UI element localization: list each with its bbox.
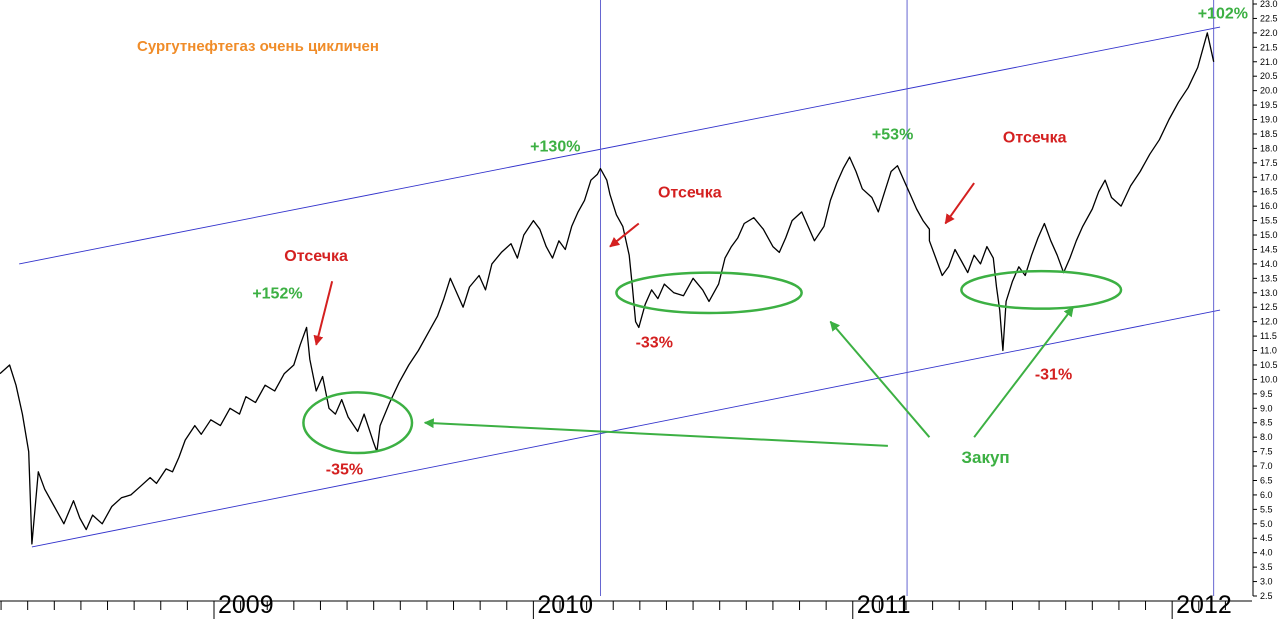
vertical-marker-lines xyxy=(599,0,1215,596)
y-tick-label: 15.0 xyxy=(1260,230,1278,240)
drop-label: -31% xyxy=(1035,366,1072,383)
y-tick-label: 6.0 xyxy=(1260,490,1273,500)
x-year-label: 2012 xyxy=(1176,591,1232,619)
y-tick-label: 22.5 xyxy=(1260,13,1278,23)
zakup-arrow xyxy=(829,320,931,438)
zakup-label: Закуп xyxy=(961,448,1009,467)
buy-zone-ellipses xyxy=(302,269,1123,455)
y-tick-label: 14.0 xyxy=(1260,259,1278,269)
y-tick-label: 11.5 xyxy=(1260,331,1277,341)
gain-label: +130% xyxy=(530,138,580,155)
annotations: +152% +130% +53% +102% -35% -33% -31% Отсечка От… xyxy=(252,5,1248,478)
buy-zone-ellipse xyxy=(960,269,1123,310)
y-tick-label: 12.5 xyxy=(1260,302,1278,312)
y-tick-label: 20.5 xyxy=(1260,71,1278,81)
y-tick-label: 3.5 xyxy=(1260,562,1273,572)
otsechka-arrow xyxy=(944,182,975,225)
drop-label: -33% xyxy=(636,335,673,352)
y-tick-label: 21.5 xyxy=(1260,42,1278,52)
y-tick-label: 15.5 xyxy=(1260,216,1278,226)
y-tick-label: 7.5 xyxy=(1260,447,1273,457)
y-tick-label: 5.0 xyxy=(1260,519,1273,529)
y-tick-label: 18.5 xyxy=(1260,129,1278,139)
y-tick-label: 11.0 xyxy=(1260,346,1277,356)
gain-label: +152% xyxy=(252,286,302,303)
y-tick-label: 9.5 xyxy=(1260,389,1273,399)
otsechka-label: Отсечка xyxy=(1003,130,1067,147)
price-line xyxy=(0,32,1215,545)
y-tick-label: 16.0 xyxy=(1260,201,1278,211)
y-tick-label: 10.0 xyxy=(1260,374,1278,384)
y-tick-label: 5.5 xyxy=(1260,504,1273,514)
channel-line xyxy=(31,309,1221,548)
x-year-label: 2009 xyxy=(218,591,274,619)
otsechka-label: Отсечка xyxy=(284,248,348,265)
y-tick-label: 17.0 xyxy=(1260,172,1278,182)
gain-label: +102% xyxy=(1198,5,1248,22)
y-tick-label: 8.5 xyxy=(1260,418,1273,428)
y-tick-label: 21.0 xyxy=(1260,57,1278,67)
y-tick-label: 4.0 xyxy=(1260,548,1273,558)
y-tick-label: 19.5 xyxy=(1260,100,1278,110)
y-tick-label: 6.5 xyxy=(1260,475,1273,485)
drop-label: -35% xyxy=(326,462,363,479)
y-tick-label: 20.0 xyxy=(1260,86,1278,96)
y-tick-label: 2.5 xyxy=(1260,591,1273,601)
otsechka-arrow xyxy=(609,222,640,248)
buy-zone-ellipse xyxy=(302,391,414,455)
y-tick-label: 13.5 xyxy=(1260,273,1278,283)
y-tick-label: 14.5 xyxy=(1260,244,1278,254)
y-tick-label: 18.0 xyxy=(1260,143,1278,153)
x-year-label: 2011 xyxy=(857,591,911,619)
otsechka-arrow xyxy=(313,280,334,346)
otsechka-label: Отсечка xyxy=(658,184,722,201)
channel-line xyxy=(19,26,1221,265)
y-tick-label: 22.0 xyxy=(1260,28,1278,38)
y-tick-label: 13.0 xyxy=(1260,288,1278,298)
x-axis: 2009 2010 2011 2012 xyxy=(0,591,1252,619)
y-tick-label: 23.0 xyxy=(1260,0,1278,9)
y-tick-label: 10.5 xyxy=(1260,360,1278,370)
buy-zone-ellipse xyxy=(615,271,803,315)
y-tick-label: 12.0 xyxy=(1260,317,1278,327)
y-tick-label: 16.5 xyxy=(1260,187,1278,197)
y-tick-label: 9.0 xyxy=(1260,403,1273,413)
y-tick-label: 7.0 xyxy=(1260,461,1273,471)
annotation-arrows xyxy=(313,182,1074,447)
x-year-label: 2010 xyxy=(537,591,593,619)
y-axis: 2.5 3.0 3.5 4.0 4.5 5.0 5.5 6.0 6.5 7.0 7.5 8.0 8.5 9… xyxy=(1252,0,1278,601)
zakup-arrow xyxy=(973,306,1074,438)
chart-title: Сургутнефтегаз очень цикличен xyxy=(137,38,379,55)
y-tick-label: 19.0 xyxy=(1260,115,1278,125)
zakup-arrow xyxy=(423,418,888,447)
channel-lines xyxy=(19,26,1221,548)
price-series xyxy=(0,32,1215,545)
y-tick-label: 3.0 xyxy=(1260,577,1273,587)
y-tick-label: 17.5 xyxy=(1260,158,1278,168)
gain-label: +53% xyxy=(872,127,913,144)
y-tick-label: 8.0 xyxy=(1260,432,1273,442)
y-tick-label: 4.5 xyxy=(1260,533,1273,543)
